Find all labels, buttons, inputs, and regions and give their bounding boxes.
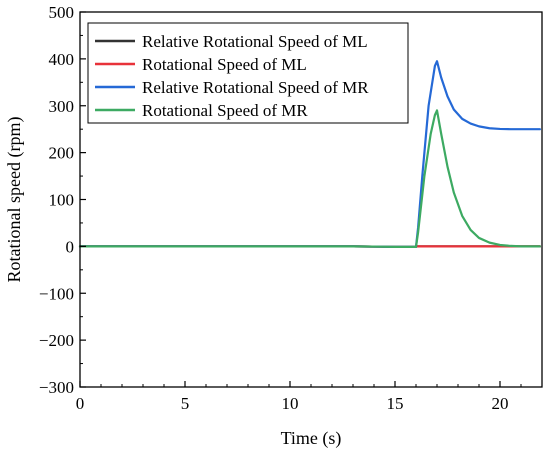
y-tick-label: −200 <box>39 331 74 350</box>
legend-label: Relative Rotational Speed of ML <box>142 32 368 51</box>
y-axis-title: Rotational speed (rpm) <box>4 117 25 283</box>
y-axis: −300 −200 −100 0 100 200 300 400 500 <box>39 3 86 397</box>
x-axis-title: Time (s) <box>281 428 342 449</box>
x-axis: 0 5 10 15 20 <box>76 381 543 413</box>
x-tick-label: 0 <box>76 394 85 413</box>
legend-label: Rotational Speed of MR <box>142 101 308 120</box>
y-tick-label: −100 <box>39 284 74 303</box>
y-tick-label: 0 <box>66 237 75 256</box>
series-line-4 <box>78 109 542 248</box>
y-tick-label: 500 <box>49 3 75 22</box>
legend-label: Relative Rotational Speed of MR <box>142 78 369 97</box>
x-tick-label: 10 <box>282 394 299 413</box>
x-tick-label: 15 <box>387 394 404 413</box>
y-tick-label: −300 <box>39 378 74 397</box>
x-tick-label: 5 <box>181 394 190 413</box>
legend: Relative Rotational Speed of ML Rotationa… <box>87 22 409 124</box>
y-tick-label: 100 <box>49 191 75 210</box>
y-tick-label: 200 <box>49 144 75 163</box>
legend-label: Rotational Speed of ML <box>142 55 307 74</box>
legend-box <box>87 22 409 124</box>
x-tick-label: 20 <box>492 394 509 413</box>
y-tick-label: 300 <box>49 97 75 116</box>
plot-lines <box>78 60 542 248</box>
y-tick-label: 400 <box>49 50 75 69</box>
